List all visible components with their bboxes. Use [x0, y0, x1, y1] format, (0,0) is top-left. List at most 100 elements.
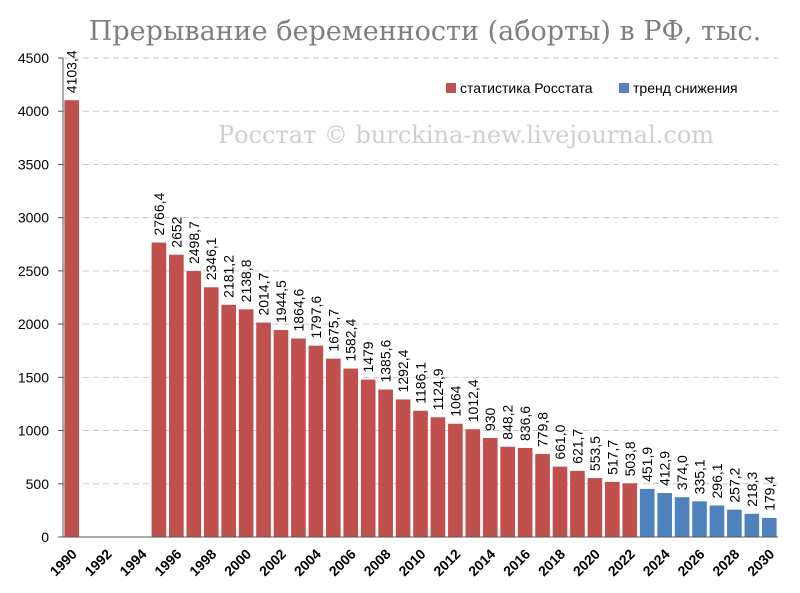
bar-2019 — [570, 470, 585, 537]
bar-2004 — [308, 345, 324, 537]
data-label-2008: 1385,6 — [378, 339, 394, 382]
bar-2026 — [692, 501, 707, 537]
chart-title: Прерывание беременности (аборты) в РФ, т… — [89, 16, 761, 47]
y-tick-label: 2500 — [18, 263, 49, 279]
data-label-2022: 503,8 — [622, 441, 638, 476]
data-label-2030: 179,4 — [761, 476, 777, 511]
x-tick-label: 2024 — [639, 546, 672, 579]
bar-2025 — [674, 497, 690, 537]
bar-2030 — [761, 517, 777, 537]
bar-2013 — [465, 429, 481, 537]
x-tick-label: 1998 — [186, 546, 219, 579]
bar-2009 — [395, 399, 411, 537]
data-label-2018: 661,0 — [552, 424, 568, 459]
y-tick-label: 1000 — [18, 423, 49, 439]
data-label-2011: 1124,9 — [430, 368, 446, 410]
watermark: Росстат © burckina-new.livejournal.com — [218, 121, 714, 149]
x-tick-label: 1990 — [46, 546, 79, 579]
bar-2001 — [256, 322, 271, 537]
x-tick-label: 2000 — [221, 546, 254, 579]
x-tick-label: 1992 — [81, 546, 114, 579]
data-label-2026: 335,1 — [692, 459, 708, 494]
bar-2007 — [360, 379, 376, 537]
bar-2011 — [430, 417, 446, 537]
data-label-1999: 2181,2 — [221, 255, 237, 298]
data-label-2015: 848,2 — [500, 404, 516, 439]
y-tick-label: 2000 — [18, 316, 49, 332]
x-tick-label: 2028 — [709, 546, 742, 579]
data-label-2007: 1479 — [360, 341, 376, 372]
bar-2003 — [291, 338, 306, 537]
bar-2020 — [587, 478, 603, 537]
data-label-1997: 2498,7 — [186, 221, 202, 264]
x-tick-label: 2030 — [744, 546, 777, 579]
data-label-2020: 553,5 — [587, 436, 603, 471]
data-label-2004: 1797,6 — [308, 296, 324, 339]
y-tick-label: 4500 — [18, 50, 49, 66]
data-label-2012: 1064 — [447, 385, 463, 416]
bar-2000 — [238, 309, 254, 537]
bar-2002 — [273, 330, 289, 537]
x-tick-label: 2022 — [605, 546, 638, 579]
bar-1996 — [169, 254, 184, 537]
data-label-2017: 779,8 — [535, 412, 551, 447]
y-tick-label: 3000 — [18, 210, 49, 226]
bar-2018 — [552, 466, 568, 537]
bar-2014 — [482, 438, 498, 537]
x-tick-label: 2016 — [500, 546, 533, 579]
legend-swatch-rosstat — [446, 83, 456, 93]
bar-2023 — [639, 488, 655, 537]
y-tick-label: 500 — [26, 476, 50, 492]
x-tick-label: 2012 — [430, 546, 463, 579]
data-label-1995: 2766,4 — [151, 192, 167, 235]
bar-2029 — [744, 513, 760, 537]
bar-2017 — [535, 453, 550, 537]
data-label-2014: 930 — [482, 407, 498, 431]
x-tick-label: 2026 — [674, 546, 707, 579]
x-tick-label: 2014 — [465, 546, 498, 579]
bar-2024 — [657, 493, 672, 537]
data-label-layer: 4103,4 2766,4 2652 2498,7 2346,1 2181,2 2138,8… — [64, 50, 778, 511]
data-label-1990: 4103,4 — [64, 50, 80, 93]
data-label-2000: 2138,8 — [238, 259, 254, 302]
data-label-2019: 621,7 — [569, 429, 585, 464]
legend-label-trend: тренд снижения — [633, 80, 738, 96]
data-label-2027: 296,1 — [709, 463, 725, 498]
bar-1999 — [221, 304, 236, 537]
bar-1995 — [151, 242, 167, 537]
bar-2012 — [448, 423, 463, 537]
y-tick-label: 0 — [41, 529, 49, 545]
bar-1998 — [203, 287, 219, 537]
data-label-2024: 412,9 — [657, 451, 673, 486]
bar-2022 — [622, 483, 638, 537]
grid-layer — [63, 57, 778, 485]
data-label-2028: 257,2 — [726, 467, 742, 502]
y-tick-label: 4000 — [18, 103, 49, 119]
data-label-2025: 374,0 — [674, 455, 690, 490]
data-label-2010: 1186,1 — [413, 362, 429, 404]
data-label-2002: 1944,5 — [273, 280, 289, 323]
x-tick-label: 1996 — [151, 546, 184, 579]
bar-2016 — [517, 447, 533, 537]
bar-2006 — [343, 368, 359, 537]
data-label-2003: 1864,6 — [290, 288, 306, 331]
bar-2027 — [709, 505, 725, 537]
x-tick-label: 2010 — [395, 546, 428, 579]
data-label-2013: 1012,4 — [465, 379, 481, 422]
data-label-2006: 1582,4 — [343, 319, 359, 362]
y-tick-label: 1500 — [18, 369, 49, 385]
x-tick-label: 2004 — [291, 546, 324, 579]
legend-swatch-trend — [619, 83, 629, 93]
bar-2005 — [325, 358, 341, 537]
data-label-2023: 451,9 — [639, 447, 655, 482]
x-tick-label: 2002 — [256, 546, 289, 579]
data-label-2009: 1292,4 — [395, 349, 411, 392]
data-label-2016: 836,6 — [517, 406, 533, 441]
bar-layer — [64, 100, 777, 537]
data-label-1996: 2652 — [168, 216, 184, 247]
bar-2015 — [500, 446, 516, 537]
data-label-2001: 2014,7 — [256, 273, 272, 316]
bar-2021 — [605, 481, 620, 537]
data-label-1998: 2346,1 — [203, 237, 219, 280]
